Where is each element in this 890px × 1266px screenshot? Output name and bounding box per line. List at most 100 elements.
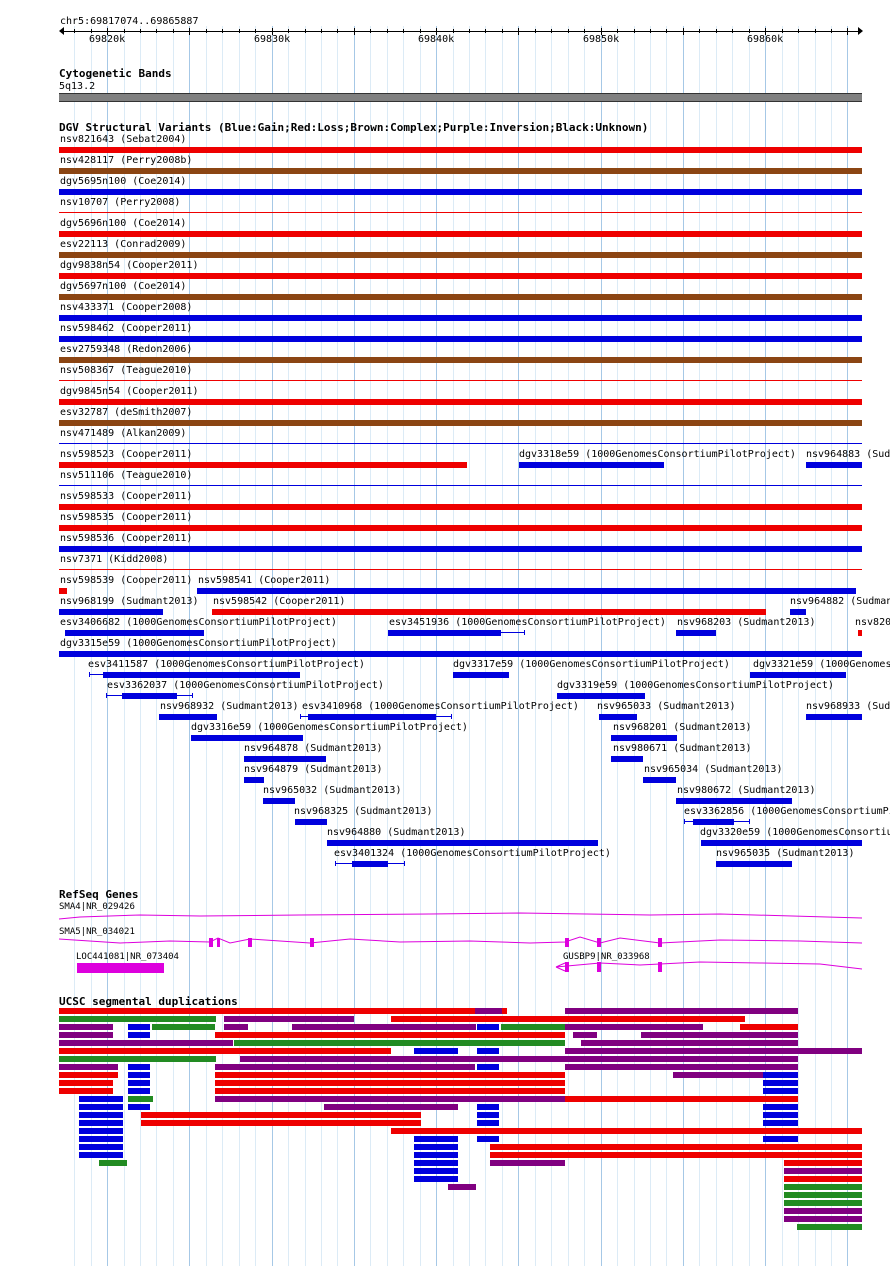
segdup-bar[interactable]: [414, 1136, 458, 1142]
dgv-feature-bar[interactable]: [556, 693, 646, 699]
dgv-feature-bar[interactable]: [121, 693, 178, 699]
segdup-bar[interactable]: [763, 1136, 798, 1142]
segdup-bar[interactable]: [59, 1080, 113, 1086]
segdup-bar[interactable]: [59, 1032, 113, 1038]
dgv-feature-bar[interactable]: [59, 399, 862, 405]
segdup-bar[interactable]: [797, 1224, 862, 1230]
dgv-feature-bar[interactable]: [59, 252, 862, 258]
segdup-bar[interactable]: [224, 1024, 248, 1030]
dgv-feature-label[interactable]: nsv598541 (Cooper2011): [198, 575, 331, 586]
dgv-feature-bar[interactable]: [675, 630, 716, 636]
dgv-feature-bar[interactable]: [59, 546, 862, 552]
dgv-feature-bar[interactable]: [857, 630, 862, 636]
segdup-bar[interactable]: [128, 1064, 150, 1070]
dgv-feature-label[interactable]: nsv965033 (Sudmant2013): [597, 701, 736, 712]
segdup-bar[interactable]: [784, 1208, 862, 1214]
segdup-bar[interactable]: [59, 1016, 216, 1022]
segdup-bar[interactable]: [784, 1160, 862, 1166]
dgv-feature-bar[interactable]: [159, 714, 218, 720]
segdup-bar[interactable]: [490, 1160, 565, 1166]
dgv-feature-label[interactable]: dgv3316e59 (1000GenomesConsortiumPilotPr…: [191, 722, 468, 733]
segdup-bar[interactable]: [414, 1176, 458, 1182]
dgv-feature-bar[interactable]: [262, 798, 296, 804]
dgv-feature-bar[interactable]: [59, 504, 862, 510]
dgv-feature-bar[interactable]: [59, 315, 862, 321]
segdup-bar[interactable]: [79, 1152, 123, 1158]
dgv-feature-bar[interactable]: [598, 714, 638, 720]
segdup-bar[interactable]: [414, 1160, 458, 1166]
segdup-bar[interactable]: [128, 1104, 150, 1110]
segdup-bar[interactable]: [79, 1120, 123, 1126]
segdup-bar[interactable]: [763, 1112, 798, 1118]
segdup-bar[interactable]: [581, 1040, 798, 1046]
dgv-feature-label[interactable]: dgv3321e59 (1000GenomesConsortiumPilotPr…: [753, 659, 890, 670]
refseq-gene-models[interactable]: [0, 905, 890, 975]
segdup-bar[interactable]: [292, 1024, 476, 1030]
dgv-feature-label[interactable]: esv3451936 (1000GenomesConsortiumPilotPr…: [389, 617, 666, 628]
segdup-bar[interactable]: [391, 1128, 862, 1134]
segdup-bar[interactable]: [215, 1032, 565, 1038]
segdup-bar[interactable]: [763, 1080, 798, 1086]
gene-label[interactable]: SMA4|NR_029426: [59, 902, 135, 912]
dgv-feature-label[interactable]: esv3362037 (1000GenomesConsortiumPilotPr…: [107, 680, 384, 691]
segdup-bar[interactable]: [565, 1016, 745, 1022]
segdup-bar[interactable]: [784, 1168, 862, 1174]
segdup-bar[interactable]: [59, 1056, 216, 1062]
segdup-bar[interactable]: [59, 1048, 391, 1054]
gene-label[interactable]: LOC441081|NR_073404: [76, 952, 179, 962]
dgv-feature-bar[interactable]: [59, 443, 862, 444]
segdup-bar[interactable]: [477, 1136, 499, 1142]
segdup-bar[interactable]: [79, 1104, 123, 1110]
dgv-feature-label[interactable]: nsv965032 (Sudmant2013): [263, 785, 402, 796]
segdup-bar[interactable]: [477, 1112, 499, 1118]
dgv-feature-bar[interactable]: [59, 420, 862, 426]
dgv-feature-label[interactable]: dgv3318e59 (1000GenomesConsortiumPilotPr…: [519, 449, 796, 460]
segdup-bar[interactable]: [784, 1184, 862, 1190]
dgv-feature-bar[interactable]: [243, 756, 327, 762]
dgv-feature-label[interactable]: esv3406682 (1000GenomesConsortiumPilotPr…: [60, 617, 337, 628]
segdup-bar[interactable]: [59, 1072, 118, 1078]
segdup-bar[interactable]: [565, 1008, 798, 1014]
dgv-feature-label[interactable]: nsv968325 (Sudmant2013): [294, 806, 433, 817]
dgv-feature-label[interactable]: nsv598539 (Cooper2011): [60, 575, 193, 586]
dgv-feature-bar[interactable]: [59, 357, 862, 363]
dgv-feature-label[interactable]: nsv471489 (Alkan2009): [60, 428, 187, 439]
dgv-feature-label[interactable]: dgv5697n100 (Coe2014): [60, 281, 187, 292]
dgv-feature-bar[interactable]: [701, 840, 862, 846]
dgv-feature-bar[interactable]: [715, 861, 793, 867]
gene-label[interactable]: GUSBP9|NR_033968: [563, 952, 650, 962]
dgv-feature-label[interactable]: dgv5696n100 (Coe2014): [60, 218, 187, 229]
dgv-feature-label[interactable]: nsv508367 (Teague2010): [60, 365, 193, 376]
dgv-feature-label[interactable]: nsv598533 (Cooper2011): [60, 491, 193, 502]
dgv-feature-bar[interactable]: [59, 168, 862, 174]
segdup-bar[interactable]: [215, 1080, 565, 1086]
dgv-feature-label[interactable]: nsv980671 (Sudmant2013): [613, 743, 752, 754]
segdup-bar[interactable]: [59, 1008, 507, 1014]
segdup-bar[interactable]: [763, 1120, 798, 1126]
dgv-feature-bar[interactable]: [59, 380, 862, 381]
segdup-bar[interactable]: [477, 1064, 499, 1070]
segdup-bar[interactable]: [99, 1160, 127, 1166]
segdup-bar[interactable]: [565, 1064, 798, 1070]
dgv-feature-label[interactable]: esv3362856 (1000GenomesConsortiumPilotPr…: [684, 806, 890, 817]
segdup-bar[interactable]: [784, 1176, 862, 1182]
segdup-bar[interactable]: [477, 1120, 499, 1126]
segdup-bar[interactable]: [475, 1008, 502, 1014]
dgv-feature-bar[interactable]: [59, 651, 862, 657]
segdup-bar[interactable]: [763, 1104, 798, 1110]
dgv-feature-bar[interactable]: [59, 609, 164, 615]
segdup-bar[interactable]: [641, 1032, 798, 1038]
dgv-feature-bar[interactable]: [59, 569, 862, 570]
dgv-feature-bar[interactable]: [211, 609, 766, 615]
segdup-bar[interactable]: [79, 1144, 123, 1150]
dgv-feature-label[interactable]: nsv965034 (Sudmant2013): [644, 764, 783, 775]
dgv-feature-bar[interactable]: [59, 525, 862, 531]
dgv-feature-label[interactable]: nsv433371 (Cooper2008): [60, 302, 193, 313]
dgv-feature-label[interactable]: nsv968199 (Sudmant2013): [60, 596, 199, 607]
segdup-bar[interactable]: [490, 1152, 862, 1158]
segdup-bar[interactable]: [763, 1088, 798, 1094]
dgv-feature-bar[interactable]: [749, 672, 846, 678]
dgv-feature-label[interactable]: esv2759348 (Redon2006): [60, 344, 193, 355]
segdup-bar[interactable]: [324, 1104, 458, 1110]
segdup-bar[interactable]: [740, 1024, 798, 1030]
